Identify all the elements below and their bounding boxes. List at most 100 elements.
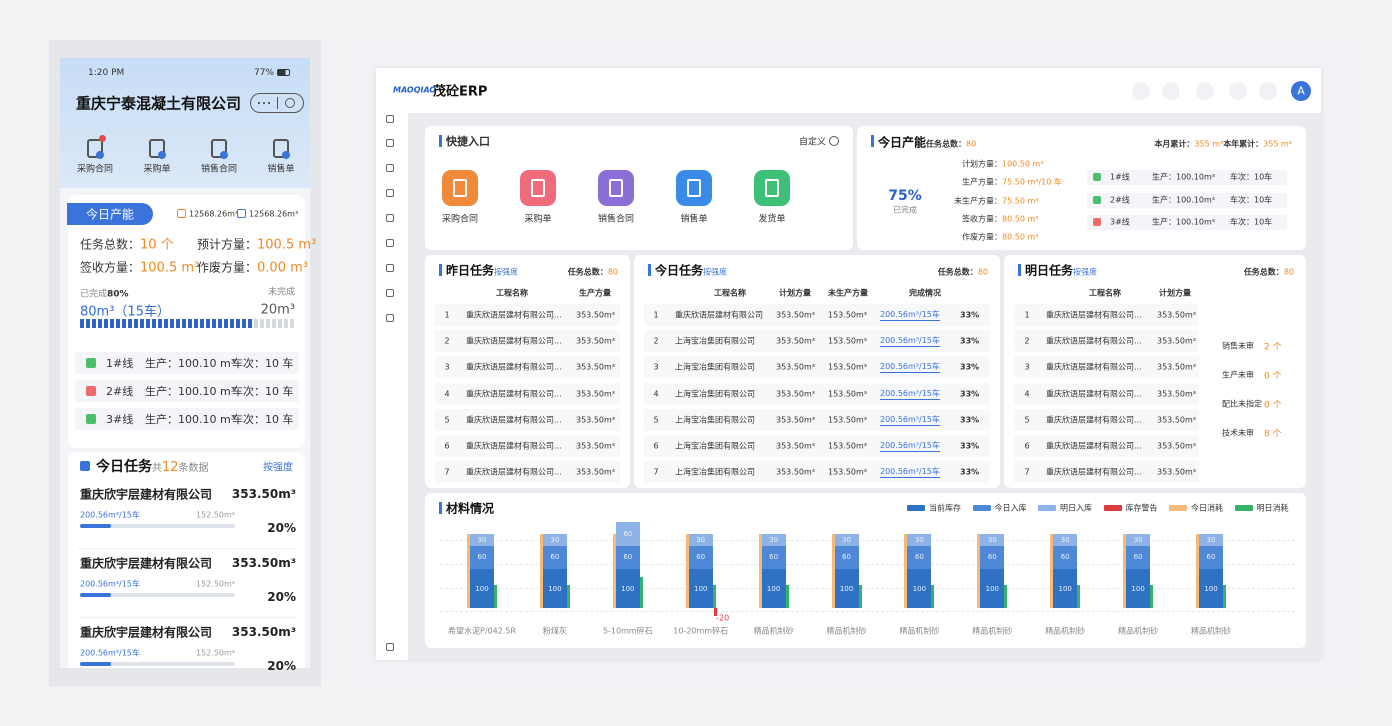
table-title: 明日任务按强度 (1025, 260, 1097, 279)
table-row (435, 330, 620, 353)
bar (615, 522, 640, 546)
row-index: 7 (653, 467, 659, 477)
cell: 33% (960, 310, 980, 320)
cell: 重庆欣语层建材有限公司... (466, 389, 562, 399)
quick-icon (598, 170, 634, 206)
label: 20% (267, 590, 296, 604)
logo: MAOQIAO (393, 85, 437, 95)
segment-label: 60 (696, 553, 706, 562)
bar (1053, 545, 1078, 570)
label: 快捷入口 (446, 135, 490, 148)
legend-swatch (1234, 505, 1253, 511)
bar (761, 569, 786, 609)
total: 12568.26m³ (249, 209, 299, 219)
cell: 353.50m³ (576, 415, 615, 425)
bar (542, 533, 567, 546)
label: 80.50 m³ (1002, 214, 1039, 224)
cell: 200.56m³/15车 (880, 388, 940, 400)
text: 80 (1283, 267, 1294, 277)
cell: 上海宝冶集团有限公司 (675, 362, 755, 372)
bar (931, 584, 935, 609)
table-title: 今日任务按强度 (655, 260, 727, 279)
label: 1#线 (1110, 172, 1130, 182)
row-index: 1 (1024, 310, 1030, 320)
nav-icon (87, 139, 103, 158)
bar (1150, 584, 1154, 609)
text: 作废方量： (197, 260, 258, 275)
segment-label: 60 (477, 553, 487, 562)
cell: 200.56m³/15车 (880, 441, 940, 452)
table-row (435, 382, 620, 405)
cell: 353.50m³ (576, 441, 615, 451)
row-index: 5 (444, 415, 450, 425)
bar (1077, 584, 1081, 609)
text: 今日任务 (655, 263, 704, 278)
segment-label: 30 (914, 535, 924, 544)
capsule-dot (268, 102, 270, 104)
bar (1199, 533, 1223, 546)
row-index: 1 (444, 310, 450, 320)
cell: 153.50m³ (828, 336, 867, 346)
table-total: 任务总数：80 (568, 260, 618, 279)
table-row (1014, 382, 1199, 405)
text: 共 (152, 463, 162, 474)
cell: 重庆欣语层建材有限公司... (466, 441, 562, 451)
label: 3#线 (106, 413, 134, 426)
cell: 33% (960, 336, 980, 346)
text: 80 (607, 267, 618, 277)
stat: 预计方量：100.5 m³ (197, 234, 316, 253)
row-index: 4 (653, 389, 659, 399)
row-index: 6 (1024, 441, 1030, 451)
table-row (435, 461, 620, 484)
bar (615, 569, 640, 609)
label: 353.50m³ (231, 487, 296, 501)
segment-label: 30 (696, 535, 706, 544)
bar (1223, 584, 1226, 609)
bar (834, 533, 859, 546)
bar (1053, 533, 1078, 546)
cell: 重庆欣语层建材有限公司... (1046, 415, 1142, 425)
bar (470, 569, 494, 609)
label: 生产：100.10 m³ (145, 413, 236, 426)
x-tick-label: 精品机制砂 (1045, 626, 1086, 636)
x-tick-label: 精品机制砂 (1191, 626, 1231, 636)
label: 152.50m³ (196, 579, 235, 589)
task-fill (80, 662, 111, 666)
quick-icon (754, 170, 790, 206)
text: 本年累计： (1223, 139, 1264, 149)
table-row (435, 304, 620, 326)
text: 355 m³ (1194, 139, 1224, 149)
nav-badge (96, 151, 104, 159)
table-row (435, 356, 620, 379)
quick-label: 销售单 (680, 214, 708, 225)
bar (713, 608, 717, 617)
text: 任务总数： (567, 267, 608, 277)
segment-label: 60 (1206, 553, 1216, 562)
cell: 200.56m³/15车 (880, 362, 940, 374)
label: 1#线 (106, 357, 134, 370)
table-row (435, 408, 620, 431)
toolbar-icon (1229, 82, 1247, 100)
label: 生产：100.10 m³ (145, 385, 236, 398)
side-icon (386, 189, 394, 197)
bar (612, 533, 616, 609)
cell: 353.50m³ (1157, 415, 1196, 425)
label: 2#线 (1110, 195, 1130, 204)
title-bar (439, 135, 442, 147)
label: 车次：10 车 (232, 413, 294, 426)
segment-label: 60 (1060, 553, 1070, 562)
column-header: 工程名称 (1089, 288, 1121, 298)
capacity-totals: 本月累计：355 m³本年累计：355 m³ (1154, 132, 1292, 151)
bar (831, 533, 835, 609)
quick-label: 销售合同 (597, 214, 635, 225)
cell: 353.50m³ (776, 389, 815, 399)
text: 已完成 (80, 289, 108, 300)
line-row (1087, 192, 1287, 208)
quick-icon (520, 170, 556, 206)
label: 生产：100.10m³ (1152, 217, 1215, 227)
row-index: 3 (444, 362, 450, 372)
quick-glyph (609, 179, 623, 197)
segment-label: 60 (623, 553, 633, 562)
row-index: 6 (653, 441, 659, 451)
quick-glyph (453, 179, 467, 197)
